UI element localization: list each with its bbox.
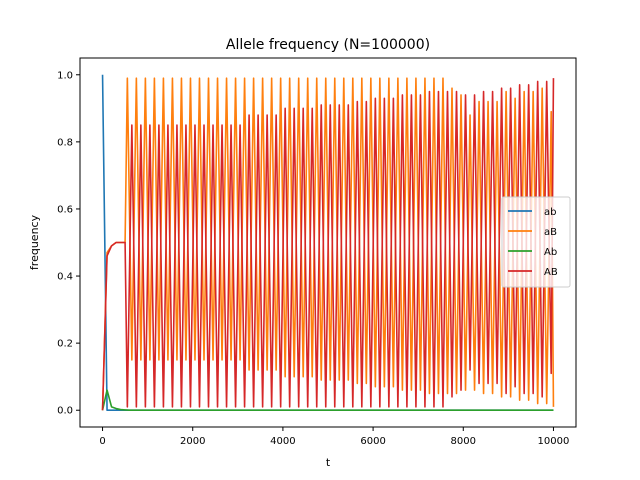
x-tick-label: 2000	[180, 436, 205, 447]
legend: ab aB Ab AB	[501, 196, 571, 288]
y-tick-label: 0.2	[57, 339, 73, 350]
y-tick-label: 1.0	[57, 70, 73, 81]
legend-box	[501, 196, 571, 288]
legend-label-ab: ab	[544, 207, 556, 218]
x-tick-label: 8000	[451, 436, 476, 447]
x-tick-label: 0	[99, 436, 105, 447]
series-lines	[101, 74, 555, 412]
y-axis-label: frequency	[28, 214, 41, 270]
x-axis-ticks: 0 2000 4000 6000 8000 10000	[99, 427, 569, 447]
y-tick-label: 0.8	[57, 137, 73, 148]
x-axis-label: t	[326, 456, 331, 469]
y-tick-label: 0.0	[57, 406, 73, 417]
plot-frame	[79, 57, 577, 428]
series-line-AB	[101, 78, 555, 411]
x-tick-label: 10000	[538, 436, 570, 447]
y-tick-label: 0.4	[57, 272, 73, 283]
legend-label-AB: AB	[544, 267, 558, 278]
x-tick-label: 6000	[360, 436, 385, 447]
series-line-Ab	[101, 389, 554, 412]
legend-label-Ab: Ab	[544, 247, 557, 258]
chart-title: Allele frequency (N=100000)	[226, 37, 430, 53]
y-tick-label: 0.6	[57, 204, 73, 215]
legend-label-aB: aB	[544, 227, 557, 238]
y-axis-ticks: 0.0 0.2 0.4 0.6 0.8 1.0	[57, 70, 80, 417]
x-tick-label: 4000	[270, 436, 295, 447]
